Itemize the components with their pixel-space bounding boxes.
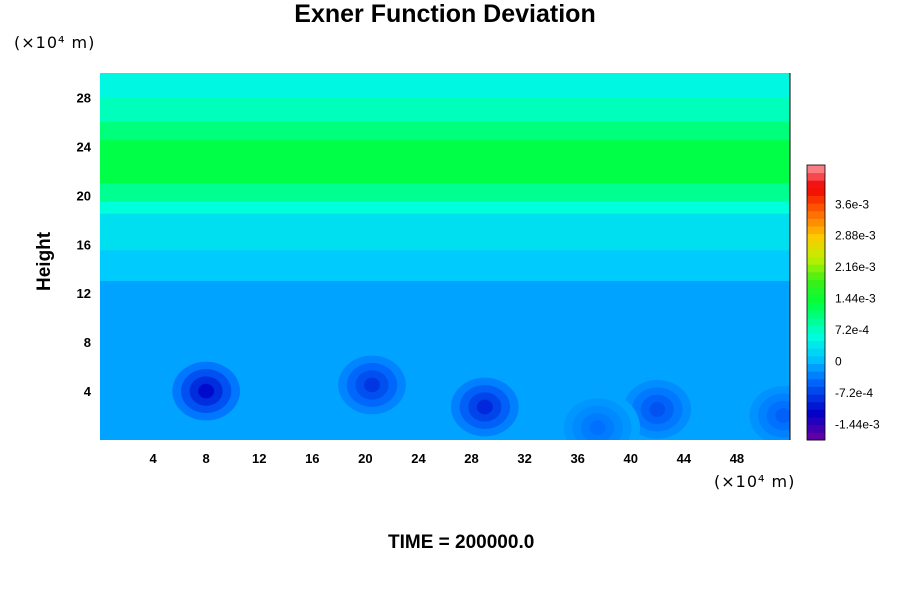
y-tick-label: 8 [84, 335, 91, 350]
y-tick-label: 20 [77, 188, 91, 203]
x-unit-label: (×10⁴ m) [714, 472, 796, 491]
colorbar-segment [807, 401, 825, 410]
x-tick-label: 36 [570, 451, 584, 466]
colorbar-segment [807, 233, 825, 242]
x-tick-label: 48 [730, 451, 744, 466]
colorbar-segment [807, 310, 825, 319]
y-tick-label: 28 [77, 90, 91, 105]
contour-low [589, 420, 606, 436]
contour-band [100, 201, 790, 215]
x-tick-label: 12 [252, 451, 266, 466]
contour-low [649, 402, 666, 417]
x-tick-label: 32 [517, 451, 531, 466]
colorbar-segment [807, 226, 825, 235]
colorbar-segment [807, 264, 825, 273]
x-tick-label: 24 [411, 451, 426, 466]
contour-band [100, 250, 790, 282]
y-tick-label: 4 [84, 384, 92, 399]
contour-low [198, 383, 215, 399]
contour-low [476, 399, 493, 415]
colorbar-tick-label: 3.6e-3 [835, 197, 869, 211]
colorbar-segment [807, 432, 825, 441]
colorbar-tick-label: -1.44e-3 [835, 417, 880, 431]
colorbar-segment [807, 340, 825, 349]
colorbar-segment [807, 279, 825, 288]
colorbar-tick-label: 2.88e-3 [835, 229, 876, 243]
colorbar-segment [807, 409, 825, 418]
colorbar-segment [807, 371, 825, 380]
colorbar-segment [807, 180, 825, 189]
contour-low [364, 377, 380, 393]
colorbar-segment [807, 363, 825, 372]
colorbar-segment [807, 195, 825, 204]
colorbar-segment [807, 378, 825, 387]
colorbar-segment [807, 394, 825, 403]
colorbar-tick-label: 1.44e-3 [835, 292, 876, 306]
x-tick-label: 44 [677, 451, 692, 466]
contour-band [100, 73, 790, 98]
colorbar-segment [807, 417, 825, 426]
y-unit-label: (×10⁴ m) [14, 33, 96, 52]
y-tick-label: 12 [77, 286, 91, 301]
colorbar-segment [807, 386, 825, 395]
colorbar-segment [807, 256, 825, 265]
contour-low [775, 408, 790, 423]
colorbar-segment [807, 348, 825, 357]
time-label: TIME = 200000.0 [388, 532, 535, 553]
colorbar-segment [807, 424, 825, 433]
colorbar-tick-label: 2.16e-3 [835, 260, 876, 274]
colorbar-segment [807, 271, 825, 280]
contour-band [100, 121, 790, 141]
colorbar-segment [807, 355, 825, 365]
x-tick-label: 16 [305, 451, 319, 466]
contour-band [100, 183, 790, 202]
contour-band [100, 97, 790, 123]
colorbar-segment [807, 287, 825, 296]
colorbar-frame [806, 164, 826, 441]
x-tick-label: 28 [464, 451, 478, 466]
contour-band [100, 140, 790, 184]
x-tick-label: 40 [624, 451, 638, 466]
colorbar-segment [807, 294, 825, 303]
colorbar-segment [807, 249, 825, 258]
colorbar-segment [807, 325, 825, 334]
chart-title: Exner Function Deviation [294, 0, 596, 28]
colorbar-tick-label: 7.2e-4 [835, 323, 869, 337]
colorbar-tick-label: 0 [835, 354, 842, 368]
colorbar-segment [807, 187, 825, 196]
colorbar-segment [807, 210, 825, 219]
contour-band [100, 213, 790, 251]
colorbar-tick-label: -7.2e-4 [835, 386, 873, 400]
x-tick-label: 4 [149, 451, 157, 466]
x-tick-label: 20 [358, 451, 372, 466]
colorbar-segment [807, 317, 825, 326]
colorbar-segment [807, 172, 825, 181]
colorbar-segment [807, 241, 825, 250]
y-tick-label: 24 [77, 139, 92, 154]
colorbar-segment [807, 203, 825, 212]
colorbar-segment [807, 165, 825, 174]
colorbar-segment [807, 333, 825, 342]
x-tick-label: 8 [203, 451, 210, 466]
y-tick-label: 16 [77, 237, 91, 252]
colorbar-segment [807, 302, 825, 311]
colorbar-segment [807, 218, 825, 227]
